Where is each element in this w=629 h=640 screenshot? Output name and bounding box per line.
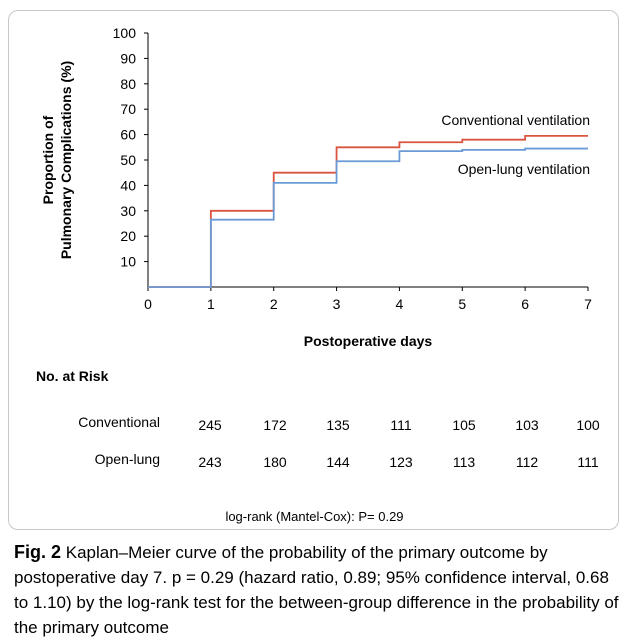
y-tick-label: 20 [120,228,136,244]
risk-cell: 123 [389,454,413,470]
y-tick-label: 100 [113,25,137,41]
risk-cell: 111 [390,417,412,433]
series-line-open-lung [148,147,588,288]
series-label-conventional: Conventional ventilation [441,112,590,128]
y-tick-label: 50 [120,152,136,168]
chart-labels: Conventional ventilation Open-lung ventil… [40,61,590,349]
y-tick-label: 10 [120,254,136,270]
chart-series [148,134,588,288]
risk-cell: 105 [452,417,476,433]
x-tick-label: 5 [458,296,466,312]
risk-cell: 180 [263,454,287,470]
risk-cell: 113 [452,454,476,470]
chart-axes: 0 1 2 3 4 5 6 7 10 20 30 40 50 60 70 80 90 100 [113,25,592,312]
x-tick-label: 0 [144,296,152,312]
risk-cell: 100 [576,417,600,433]
y-tick-label: 70 [120,101,136,117]
y-tick-label: 30 [120,203,136,219]
x-tick-label: 6 [521,296,529,312]
y-tick-label: 80 [120,76,136,92]
risk-row-label: Conventional [78,414,160,430]
risk-cell: 135 [326,417,350,433]
x-tick-label: 7 [584,296,592,312]
risk-cell: 144 [326,454,350,470]
x-axis-title: Postoperative days [304,333,433,349]
risk-cell: 245 [198,417,222,433]
risk-cell: 111 [577,454,599,470]
risk-cell: 112 [515,454,539,470]
x-tick-label: 3 [333,296,341,312]
risk-cell: 243 [198,454,222,470]
figure-frame [8,10,619,530]
risk-cell: 103 [515,417,539,433]
x-tick-label: 2 [270,296,278,312]
y-tick-label: 40 [120,177,136,193]
y-axis-title-line2: Pulmonary Complications (%) [58,61,74,259]
figure-label: Fig. 2 [14,542,62,562]
x-tick-label: 1 [207,296,215,312]
y-tick-label: 90 [120,50,136,66]
risk-table-title: No. at Risk [36,368,109,384]
y-tick-label: 60 [120,127,136,143]
kaplan-meier-chart: 0 1 2 3 4 5 6 7 10 20 30 40 50 60 70 80 90 100 Convention… [40,25,592,349]
risk-cell: 172 [263,417,287,433]
x-tick-label: 4 [396,296,404,312]
series-label-open-lung: Open-lung ventilation [458,161,590,177]
caption-text: Kaplan–Meier curve of the probability of… [14,543,619,637]
y-axis-title-line1: Proportion of [40,115,56,204]
risk-row-label: Open-lung [94,451,160,467]
figure-caption: Fig. 2 Kaplan–Meier curve of the probabi… [14,540,619,640]
log-rank-stat: log-rank (Mantel-Cox): P= 0.29 [225,509,404,524]
series-line-conventional [148,134,588,288]
